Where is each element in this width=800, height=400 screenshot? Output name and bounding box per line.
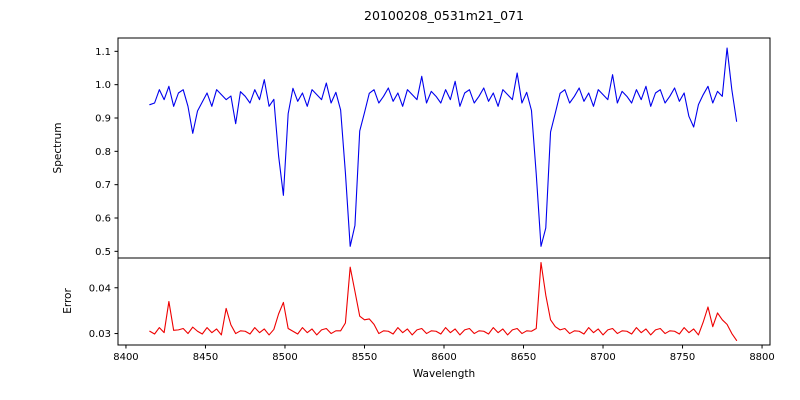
y-tick-label: 1.0 xyxy=(95,80,111,91)
y-tick-label: 0.9 xyxy=(95,114,111,125)
x-tick-label: 8700 xyxy=(590,352,615,363)
y-tick-label: 0.8 xyxy=(95,147,111,158)
chart-title: 20100208_0531m21_071 xyxy=(364,8,524,23)
x-tick-label: 8800 xyxy=(749,352,774,363)
panel-spines xyxy=(117,37,771,259)
y-tick-label: 0.5 xyxy=(95,247,111,258)
spectrum-y-axis-label: Spectrum xyxy=(52,122,64,174)
x-tick-label: 8650 xyxy=(511,352,536,363)
x-axis-label: Wavelength xyxy=(412,368,476,380)
x-tick-label: 8500 xyxy=(272,352,297,363)
x-tick-label: 8750 xyxy=(670,352,695,363)
spectrum-line xyxy=(149,47,738,247)
x-tick-label: 8450 xyxy=(193,352,218,363)
y-tick-label: 1.1 xyxy=(95,47,111,58)
x-tick-label: 8400 xyxy=(113,352,138,363)
error-y-axis-label: Error xyxy=(62,288,74,314)
y-tick-label: 0.6 xyxy=(95,214,111,225)
panel-spines xyxy=(117,257,771,346)
y-tick-label: 0.04 xyxy=(89,283,111,294)
y-tick-label: 0.03 xyxy=(89,329,111,340)
x-tick-label: 8550 xyxy=(352,352,377,363)
error-line xyxy=(149,262,738,341)
y-tick-label: 0.7 xyxy=(95,180,111,191)
x-tick-label: 8600 xyxy=(431,352,456,363)
